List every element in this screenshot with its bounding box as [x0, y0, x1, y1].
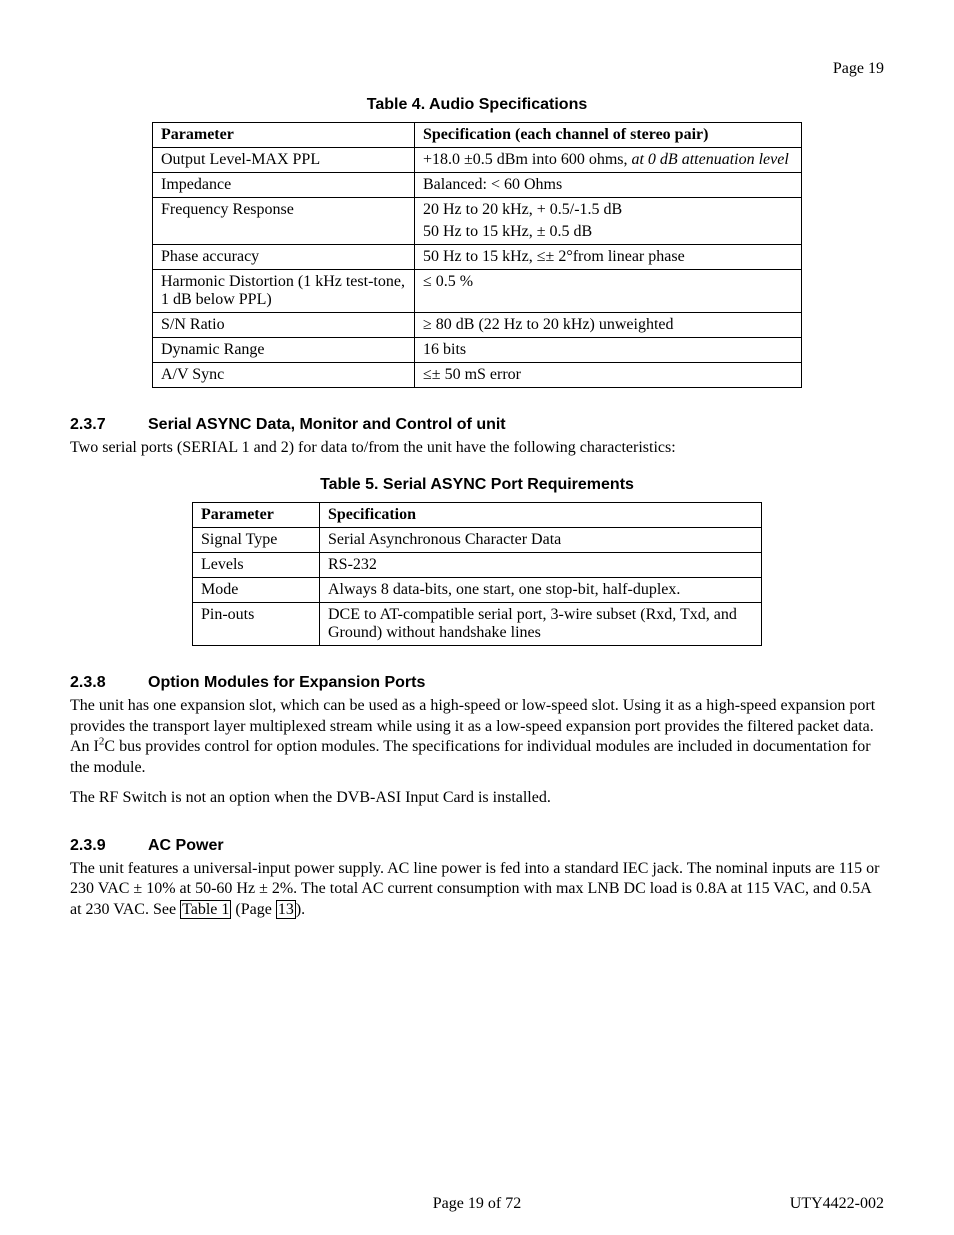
cell-specification: ≤± 50 mS error [415, 363, 802, 388]
cell-parameter: Phase accuracy [153, 245, 415, 270]
section-2-3-7-heading: 2.3.7Serial ASYNC Data, Monitor and Cont… [70, 416, 884, 434]
table4-header-parameter: Parameter [153, 123, 415, 148]
cell-parameter: Harmonic Distortion (1 kHz test-tone, 1 … [153, 270, 415, 313]
table-row: Frequency Response 20 Hz to 20 kHz, + 0.… [153, 198, 802, 245]
section-2-3-9-heading: 2.3.9AC Power [70, 837, 884, 855]
table-row: Dynamic Range 16 bits [153, 338, 802, 363]
table-row: A/V Sync ≤± 50 mS error [153, 363, 802, 388]
cell-parameter: Dynamic Range [153, 338, 415, 363]
cell-specification: Always 8 data-bits, one start, one stop-… [320, 578, 762, 603]
cell-parameter: Impedance [153, 173, 415, 198]
cell-specification: DCE to AT-compatible serial port, 3-wire… [320, 603, 762, 646]
table-row: S/N Ratio ≥ 80 dB (22 Hz to 20 kHz) unwe… [153, 313, 802, 338]
table4-header-specification: Specification (each channel of stereo pa… [415, 123, 802, 148]
cell-specification: ≤ 0.5 % [415, 270, 802, 313]
page: Page 19 Table 4. Audio Specifications Pa… [0, 0, 954, 1235]
spec-line1: 20 Hz to 20 kHz, + 0.5/-1.5 dB [423, 201, 793, 219]
cell-parameter: Mode [193, 578, 320, 603]
table5-caption: Table 5. Serial ASYNC Port Requirements [70, 476, 884, 494]
section-title: AC Power [148, 837, 224, 854]
spec-line2: 50 Hz to 15 kHz, ± 0.5 dB [423, 223, 793, 241]
cell-parameter: Levels [193, 553, 320, 578]
section-title: Option Modules for Expansion Ports [148, 674, 425, 691]
table-row: Phase accuracy 50 Hz to 15 kHz, ≤± 2°fro… [153, 245, 802, 270]
spec-text: +18.0 ±0.5 dBm into 600 ohms, [423, 151, 631, 168]
cell-parameter: Pin-outs [193, 603, 320, 646]
cell-specification: RS-232 [320, 553, 762, 578]
footer-doc-id: UTY4422-002 [790, 1195, 884, 1213]
table4-caption: Table 4. Audio Specifications [70, 96, 884, 114]
table-row: Pin-outs DCE to AT-compatible serial por… [193, 603, 762, 646]
body-text: (Page [231, 901, 275, 918]
table-header-row: Parameter Specification [193, 503, 762, 528]
table4-audio-specifications: Parameter Specification (each channel of… [152, 122, 802, 388]
cell-specification: Balanced: < 60 Ohms [415, 173, 802, 198]
cell-specification: Serial Asynchronous Character Data [320, 528, 762, 553]
spec-italic: at 0 dB attenuation level [631, 151, 788, 168]
section-2-3-7-body: Two serial ports (SERIAL 1 and 2) for da… [70, 438, 884, 458]
table-row: Impedance Balanced: < 60 Ohms [153, 173, 802, 198]
table-row: Signal Type Serial Asynchronous Characte… [193, 528, 762, 553]
footer-page-count: Page 19 of 72 [70, 1195, 884, 1213]
cell-specification: +18.0 ±0.5 dBm into 600 ohms, at 0 dB at… [415, 148, 802, 173]
section-number: 2.3.8 [70, 674, 148, 692]
table5-header-specification: Specification [320, 503, 762, 528]
table-row: Levels RS-232 [193, 553, 762, 578]
table5-serial-async-port: Parameter Specification Signal Type Seri… [192, 502, 762, 646]
table5-header-parameter: Parameter [193, 503, 320, 528]
table-header-row: Parameter Specification (each channel of… [153, 123, 802, 148]
cell-specification: 20 Hz to 20 kHz, + 0.5/-1.5 dB 50 Hz to … [415, 198, 802, 245]
section-2-3-8-body2: The RF Switch is not an option when the … [70, 788, 884, 808]
table-row: Mode Always 8 data-bits, one start, one … [193, 578, 762, 603]
cell-parameter: S/N Ratio [153, 313, 415, 338]
cell-specification: 16 bits [415, 338, 802, 363]
section-2-3-9-body: The unit features a universal-input powe… [70, 859, 884, 920]
section-2-3-8-heading: 2.3.8Option Modules for Expansion Ports [70, 674, 884, 692]
cell-parameter: Signal Type [193, 528, 320, 553]
table-row: Harmonic Distortion (1 kHz test-tone, 1 … [153, 270, 802, 313]
link-table-1[interactable]: Table 1 [180, 900, 231, 919]
page-number-header: Page 19 [70, 60, 884, 78]
section-number: 2.3.7 [70, 416, 148, 434]
cell-parameter: A/V Sync [153, 363, 415, 388]
section-number: 2.3.9 [70, 837, 148, 855]
cell-parameter: Output Level-MAX PPL [153, 148, 415, 173]
link-page-13[interactable]: 13 [276, 900, 296, 919]
section-2-3-8-body1: The unit has one expansion slot, which c… [70, 696, 884, 778]
body-text: ). [296, 901, 305, 918]
body-text: C bus provides control for option module… [70, 738, 871, 775]
table-row: Output Level-MAX PPL +18.0 ±0.5 dBm into… [153, 148, 802, 173]
cell-specification: 50 Hz to 15 kHz, ≤± 2°from linear phase [415, 245, 802, 270]
section-title: Serial ASYNC Data, Monitor and Control o… [148, 416, 506, 433]
cell-specification: ≥ 80 dB (22 Hz to 20 kHz) unweighted [415, 313, 802, 338]
cell-parameter: Frequency Response [153, 198, 415, 245]
